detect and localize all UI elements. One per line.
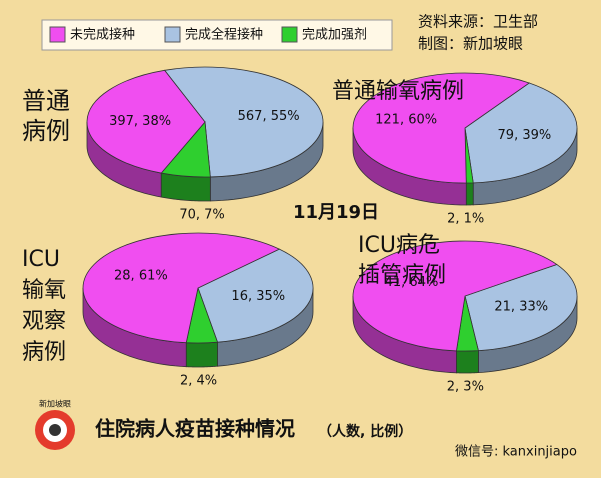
slice-side (456, 350, 479, 374)
data-label: 21, 33% (494, 300, 548, 315)
data-label: 16, 35% (231, 289, 285, 304)
data-label: 28, 61% (114, 269, 168, 284)
footer-title: 住院病人疫苗接种情况 (95, 417, 295, 441)
pie-title: 插管病例 (358, 263, 446, 288)
slice (352, 72, 531, 184)
legend-box (41, 19, 393, 51)
pie-title: 病例 (22, 340, 66, 365)
slice (352, 240, 558, 352)
data-label: 2, 1% (447, 212, 484, 227)
data-label: 79, 39% (498, 128, 552, 143)
legend-swatch (49, 26, 66, 43)
logo: 新加坡眼 (35, 399, 75, 450)
data-label: 70, 7% (179, 208, 224, 223)
pie-title: 普通 (22, 87, 70, 115)
data-label: 2, 4% (180, 374, 217, 389)
legend-label: 完成全程接种 (185, 27, 263, 43)
logo-text: 新加坡眼 (39, 399, 71, 409)
slice (86, 69, 206, 174)
credit: 制图：新加坡眼 (418, 35, 523, 53)
slice (464, 264, 578, 352)
pie-title: 输氧 (22, 278, 66, 303)
slice (163, 66, 324, 178)
logo-pupil (49, 424, 61, 436)
slice-side (185, 341, 218, 368)
legend-label: 未完成接种 (70, 27, 135, 43)
data-label: 2, 3% (447, 380, 484, 395)
pie-title: 观察 (22, 309, 66, 334)
date: 11月19日 (293, 202, 379, 223)
data-label: 567, 55% (238, 109, 300, 124)
pie-title: ICU (22, 247, 60, 272)
pie-chart: 79, 39% 2, 1% 121, 60% 普通输氧病例 (332, 72, 578, 227)
pie-title: 普通输氧病例 (332, 79, 464, 104)
slice (197, 248, 314, 343)
pie-title: 病例 (22, 117, 70, 145)
slice (82, 232, 281, 344)
legend-swatch (281, 26, 298, 43)
data-label: 397, 38% (109, 114, 171, 129)
source: 资料来源：卫生部 (418, 13, 538, 31)
data-label: 121, 60% (375, 112, 437, 127)
slice (464, 82, 578, 184)
legend-label: 完成加强剂 (302, 28, 367, 43)
footer-unit: （人数, 比例） (318, 423, 412, 440)
pie-title: ICU病危 (358, 233, 440, 258)
data-label: 41, 64% (385, 275, 439, 290)
legend-swatch (164, 26, 181, 43)
wechat: 微信号: kanxinjiapo (455, 445, 577, 460)
slice-side (465, 182, 474, 206)
